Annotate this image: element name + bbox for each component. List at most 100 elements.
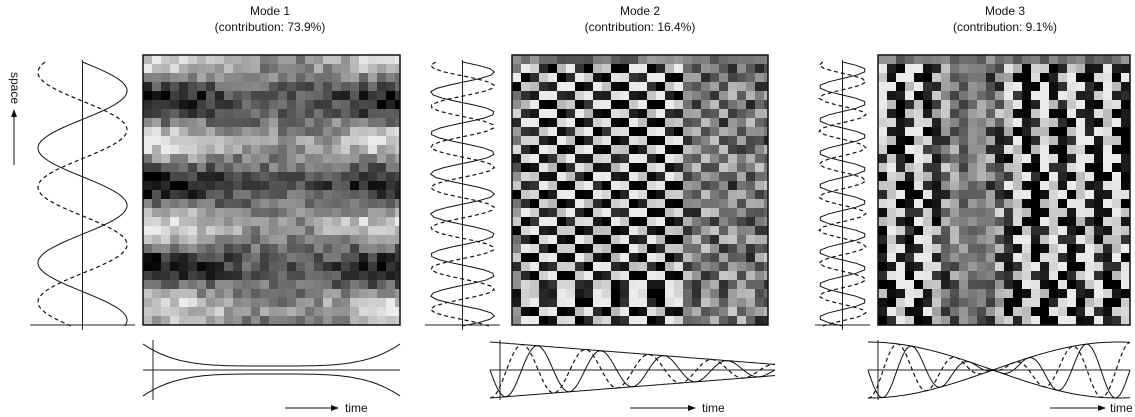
texture-cell <box>143 235 152 244</box>
texture-cell <box>683 172 692 181</box>
texture-cell <box>1076 181 1085 190</box>
texture-cell <box>746 262 755 271</box>
texture-cell <box>143 64 152 73</box>
texture-cell <box>152 190 161 199</box>
texture-cell <box>959 316 968 325</box>
texture-cell <box>941 163 950 172</box>
texture-cell <box>1067 262 1076 271</box>
texture-cell <box>251 172 260 181</box>
texture-cell <box>701 208 710 217</box>
texture-cell <box>260 289 269 298</box>
texture-cell <box>305 64 314 73</box>
texture-cell <box>683 199 692 208</box>
texture-cell <box>323 262 332 271</box>
texture-cell <box>923 181 932 190</box>
texture-cell <box>242 181 251 190</box>
texture-cell <box>602 145 611 154</box>
texture-cell <box>1103 262 1112 271</box>
texture-cell <box>512 181 521 190</box>
texture-cell <box>701 181 710 190</box>
texture-cell <box>332 244 341 253</box>
texture-cell <box>287 127 296 136</box>
texture-cell <box>656 109 665 118</box>
texture-cell <box>755 217 764 226</box>
texture-cell <box>914 316 923 325</box>
texture-cell <box>878 145 887 154</box>
texture-cell <box>950 244 959 253</box>
texture-cell <box>932 145 941 154</box>
texture-cell <box>521 298 530 307</box>
texture-cell <box>242 136 251 145</box>
texture-cell <box>1121 208 1130 217</box>
texture-cell <box>737 73 746 82</box>
texture-cell <box>224 199 233 208</box>
texture-cell <box>260 118 269 127</box>
texture-cell <box>737 271 746 280</box>
texture-cell <box>719 226 728 235</box>
texture-cell <box>629 127 638 136</box>
texture-cell <box>914 64 923 73</box>
texture-cell <box>887 307 896 316</box>
texture-cell <box>986 127 995 136</box>
texture-cell <box>986 181 995 190</box>
texture-cell <box>1013 154 1022 163</box>
texture-cell <box>602 136 611 145</box>
texture-cell <box>728 262 737 271</box>
texture-cell <box>1076 280 1085 289</box>
texture-cell <box>566 172 575 181</box>
texture-cell <box>1085 316 1094 325</box>
texture-cell <box>1004 154 1013 163</box>
texture-cell <box>188 181 197 190</box>
texture-cell <box>674 172 683 181</box>
texture-cell <box>950 316 959 325</box>
texture-cell <box>287 298 296 307</box>
panel-title: Mode 2 <box>620 4 660 18</box>
texture-cell <box>1031 307 1040 316</box>
texture-cell <box>170 91 179 100</box>
texture-cell <box>314 55 323 64</box>
texture-cell <box>755 271 764 280</box>
texture-cell <box>674 289 683 298</box>
texture-cell <box>638 100 647 109</box>
texture-cell <box>746 181 755 190</box>
texture-cell <box>179 199 188 208</box>
texture-cell <box>548 100 557 109</box>
texture-cell <box>968 55 977 64</box>
texture-cell <box>530 82 539 91</box>
texture-cell <box>269 55 278 64</box>
texture-cell <box>950 154 959 163</box>
texture-cell <box>296 208 305 217</box>
texture-cell <box>314 190 323 199</box>
texture-cell <box>359 73 368 82</box>
texture-cell <box>521 199 530 208</box>
texture-cell <box>995 109 1004 118</box>
texture-cell <box>530 172 539 181</box>
texture-cell <box>161 64 170 73</box>
texture-cell <box>941 172 950 181</box>
texture-cell <box>887 55 896 64</box>
texture-cell <box>1076 271 1085 280</box>
texture-cell <box>278 73 287 82</box>
texture-cell <box>932 172 941 181</box>
texture-cell <box>539 136 548 145</box>
texture-cell <box>1094 181 1103 190</box>
texture-cell <box>1067 127 1076 136</box>
texture-cell <box>188 109 197 118</box>
texture-cell <box>350 64 359 73</box>
texture-cell <box>719 118 728 127</box>
texture-cell <box>941 217 950 226</box>
texture-cell <box>575 307 584 316</box>
texture-cell <box>206 244 215 253</box>
texture-cell <box>1085 226 1094 235</box>
texture-cell <box>512 145 521 154</box>
texture-cell <box>914 109 923 118</box>
texture-cell <box>1094 217 1103 226</box>
texture-cell <box>887 226 896 235</box>
texture-cell <box>521 91 530 100</box>
texture-cell <box>1049 91 1058 100</box>
texture-cell <box>242 217 251 226</box>
texture-cell <box>755 163 764 172</box>
texture-cell <box>206 163 215 172</box>
texture-cell <box>233 91 242 100</box>
texture-cell <box>932 64 941 73</box>
